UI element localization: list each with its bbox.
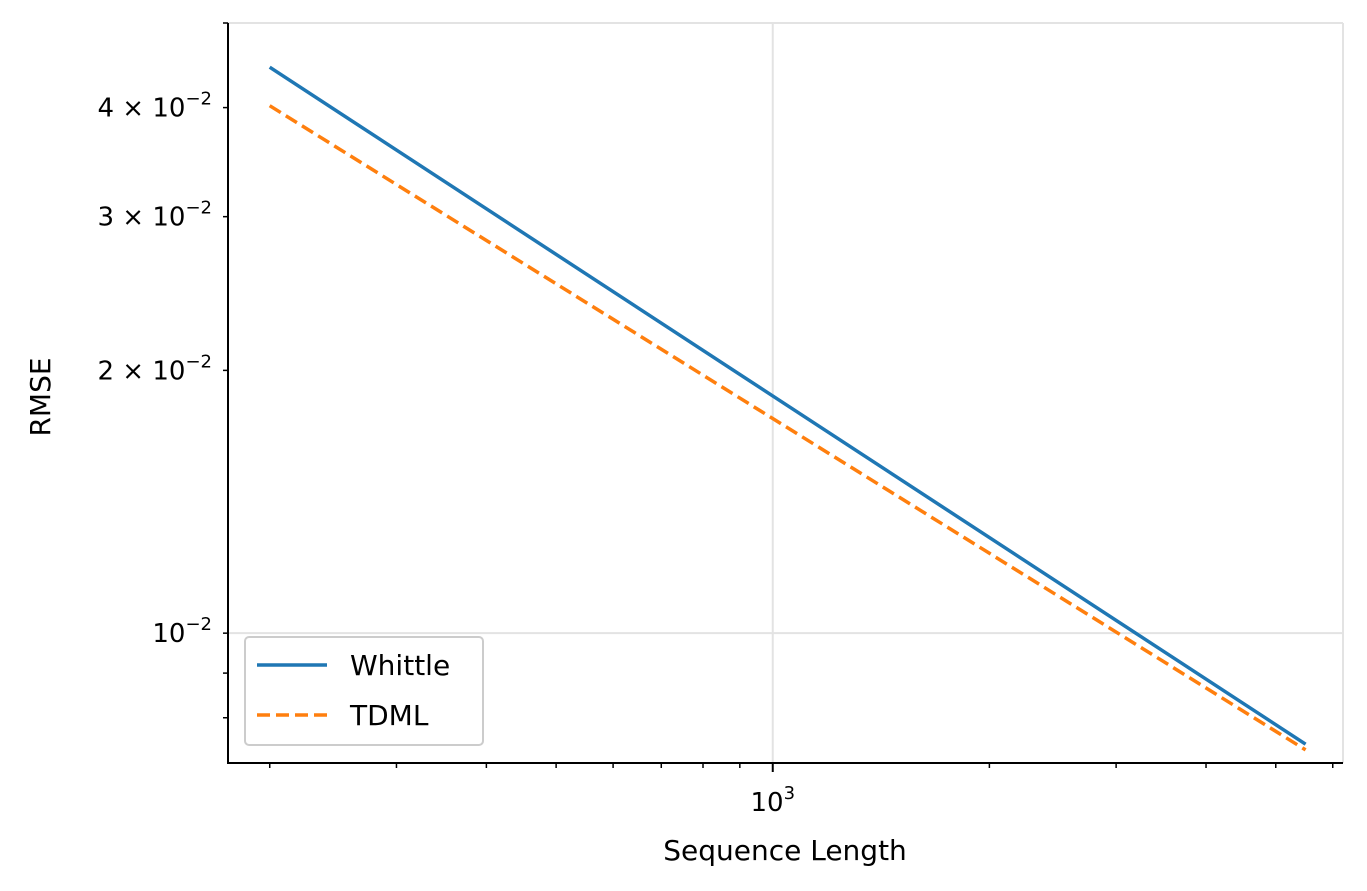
series-layer: [268, 65, 1307, 752]
legend-label-tdml: TDML: [349, 699, 429, 732]
y-tick-label: 10−2: [152, 614, 212, 649]
y-tick-label: 4 × 10−2: [98, 89, 213, 124]
axes: [227, 22, 1344, 764]
y-axis-label: RMSE: [24, 357, 57, 436]
y-tick-label: 3 × 10−2: [98, 198, 213, 233]
x-tick-label: 103: [750, 783, 795, 818]
series-tdml-line: [268, 104, 1307, 752]
legend: Whittle TDML: [244, 636, 484, 746]
y-tick-label: 2 × 10−2: [98, 351, 213, 386]
x-axis-label: Sequence Length: [663, 834, 907, 867]
series-whittle-line: [268, 65, 1307, 746]
grid-lines: [228, 23, 1343, 763]
legend-label-whittle: Whittle: [350, 649, 450, 682]
ticks: 103 10−2 2 × 10−2 3 × 10−2 4 × 10−2: [98, 22, 1334, 818]
